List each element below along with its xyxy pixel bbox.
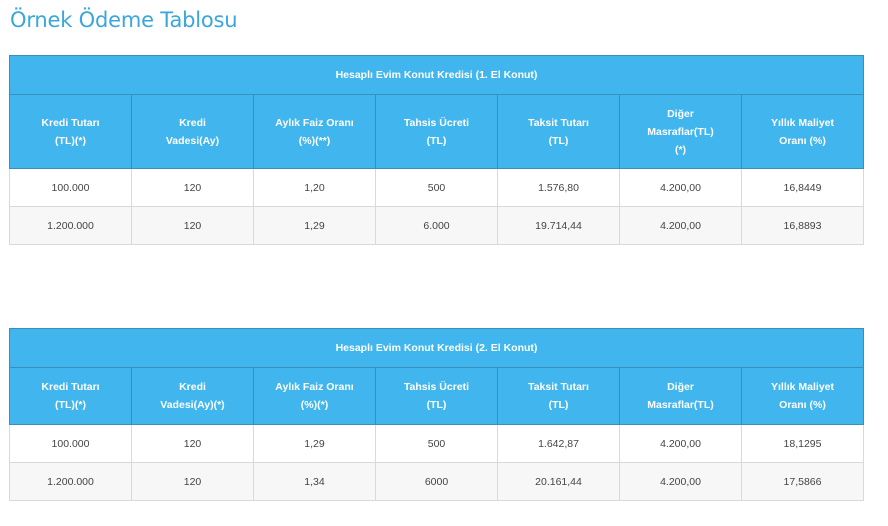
table-row: 1.200.000 120 1,34 6000 20.161,44 4.200,… [9,462,864,501]
column-header-annual-cost-rate: Yıllık Maliyet Oranı (%) [741,94,864,169]
cell-loan-amount: 1.200.000 [9,462,132,501]
cell-installment: 1.642,87 [497,424,620,463]
cell-term: 120 [131,206,254,245]
cell-installment: 19.714,44 [497,206,620,245]
cell-allocation-fee: 6000 [375,462,498,501]
cell-other-costs: 4.200,00 [619,462,742,501]
cell-term: 120 [131,168,254,207]
cell-other-costs: 4.200,00 [619,206,742,245]
table-row: 100.000 120 1,29 500 1.642,87 4.200,00 1… [9,424,864,463]
payment-table-second-hand: Hesaplı Evim Konut Kredisi (2. El Konut)… [9,328,864,501]
cell-allocation-fee: 500 [375,424,498,463]
column-header-monthly-rate: Aylık Faiz Oranı (%)(**) [253,94,376,169]
column-header-other-costs: Diğer Masraflar(TL) [619,367,742,425]
cell-annual-cost-rate: 17,5866 [741,462,864,501]
cell-loan-amount: 1.200.000 [9,206,132,245]
column-header-other-costs: Diğer Masraflar(TL) (*) [619,94,742,169]
column-header-loan-amount: Kredi Tutarı (TL)(*) [9,94,132,169]
column-header-loan-amount: Kredi Tutarı (TL)(*) [9,367,132,425]
cell-allocation-fee: 6.000 [375,206,498,245]
column-header-allocation-fee: Tahsis Ücreti (TL) [375,367,498,425]
column-header-installment: Taksit Tutarı (TL) [497,367,620,425]
cell-other-costs: 4.200,00 [619,168,742,207]
cell-annual-cost-rate: 18,1295 [741,424,864,463]
column-header-term: Kredi Vadesi(Ay)(*) [131,367,254,425]
cell-other-costs: 4.200,00 [619,424,742,463]
table-caption: Hesaplı Evim Konut Kredisi (1. El Konut) [9,55,864,95]
page-title: Örnek Ödeme Tablosu [10,8,238,32]
column-header-annual-cost-rate: Yıllık Maliyet Oranı (%) [741,367,864,425]
column-header-allocation-fee: Tahsis Ücreti (TL) [375,94,498,169]
table-row: 100.000 120 1,20 500 1.576,80 4.200,00 1… [9,168,864,207]
cell-monthly-rate: 1,34 [253,462,376,501]
cell-allocation-fee: 500 [375,168,498,207]
table-row: 1.200.000 120 1,29 6.000 19.714,44 4.200… [9,206,864,245]
payment-table-first-hand: Hesaplı Evim Konut Kredisi (1. El Konut)… [9,55,864,245]
cell-monthly-rate: 1,20 [253,168,376,207]
cell-monthly-rate: 1,29 [253,206,376,245]
cell-annual-cost-rate: 16,8449 [741,168,864,207]
cell-loan-amount: 100.000 [9,168,132,207]
cell-installment: 20.161,44 [497,462,620,501]
cell-monthly-rate: 1,29 [253,424,376,463]
cell-installment: 1.576,80 [497,168,620,207]
column-header-monthly-rate: Aylık Faiz Oranı (%)(*) [253,367,376,425]
column-header-installment: Taksit Tutarı (TL) [497,94,620,169]
cell-annual-cost-rate: 16,8893 [741,206,864,245]
cell-term: 120 [131,424,254,463]
cell-loan-amount: 100.000 [9,424,132,463]
column-header-term: Kredi Vadesi(Ay) [131,94,254,169]
cell-term: 120 [131,462,254,501]
table-caption: Hesaplı Evim Konut Kredisi (2. El Konut) [9,328,864,368]
